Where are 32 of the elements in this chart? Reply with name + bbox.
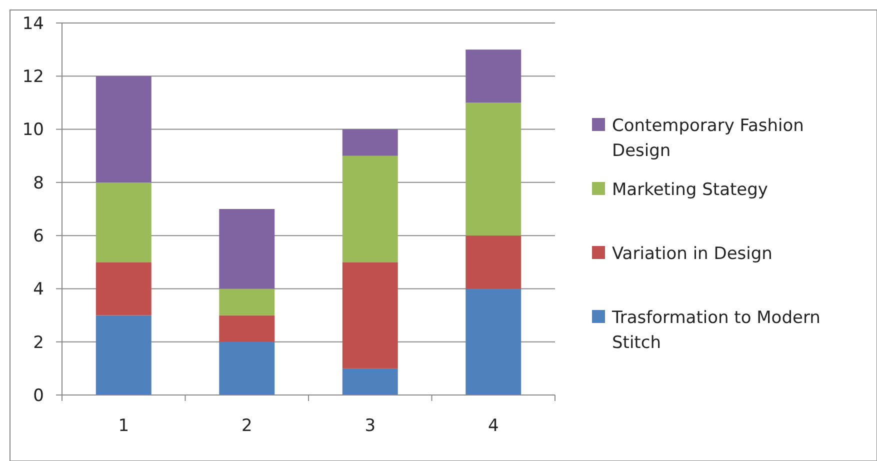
legend-label: Trasformation to Modern Stitch — [611, 308, 820, 353]
legend-label: Marketing Stategy — [612, 180, 768, 200]
y-tick-label: 14 — [22, 14, 44, 34]
bar — [466, 102, 522, 236]
bar — [342, 129, 398, 156]
bar — [96, 262, 152, 316]
bar — [219, 209, 275, 289]
bar — [96, 315, 152, 395]
x-tick-label: 3 — [364, 416, 376, 436]
y-tick-label: 12 — [22, 67, 44, 88]
bar — [219, 342, 275, 395]
bar — [466, 50, 522, 103]
x-tick-label: 1 — [118, 416, 130, 436]
bar — [342, 368, 398, 395]
x-tick-label: 2 — [241, 416, 252, 436]
bar — [342, 262, 398, 368]
x-tick-label: 4 — [488, 416, 499, 436]
bar — [342, 156, 398, 262]
legend-label: Contemporary Fashion Design — [612, 116, 804, 161]
y-tick-label: 4 — [33, 280, 44, 300]
y-tick-label: 0 — [33, 386, 44, 406]
y-tick-label: 6 — [33, 226, 44, 247]
bar — [466, 288, 522, 395]
bar — [466, 236, 522, 289]
bar — [219, 315, 275, 342]
y-tick-label: 10 — [22, 120, 44, 140]
bar — [219, 288, 275, 316]
y-tick-label: 8 — [33, 173, 44, 194]
y-tick-label: 2 — [33, 332, 44, 353]
bar — [96, 182, 152, 262]
legend-label: Variation in Design — [612, 244, 772, 264]
bar — [96, 76, 152, 182]
